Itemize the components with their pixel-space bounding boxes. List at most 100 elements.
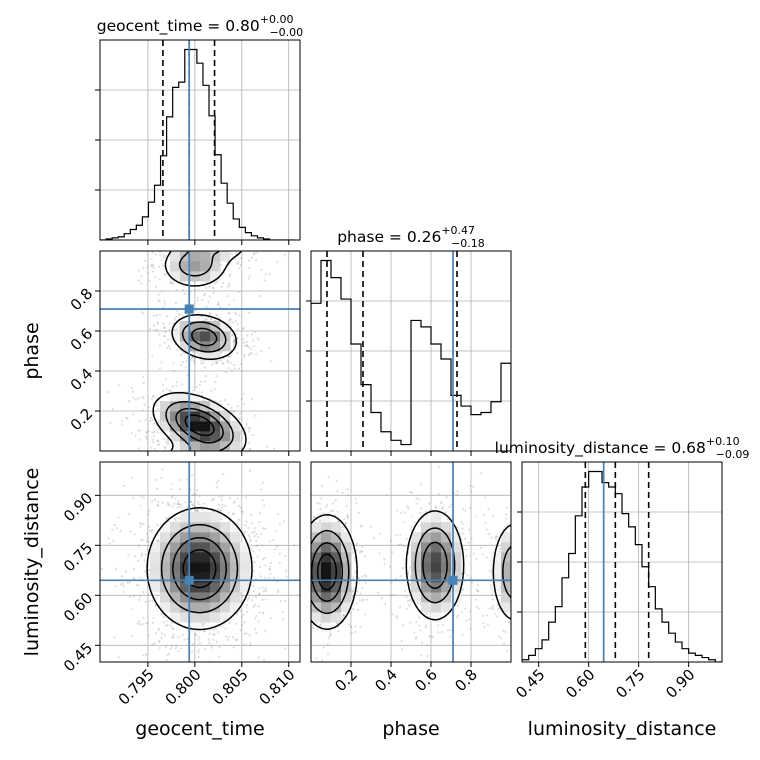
scatter-point (424, 626, 428, 629)
scatter-point (140, 522, 143, 525)
scatter-point (324, 506, 328, 509)
scatter-point (329, 510, 333, 513)
density-cell (170, 612, 181, 623)
scatter-point (460, 520, 463, 524)
scatter-point (171, 505, 174, 508)
scatter-point (491, 598, 494, 601)
scatter-point (296, 559, 298, 561)
scatter-point (513, 611, 515, 613)
scatter-point (184, 501, 187, 504)
scatter-point (220, 264, 223, 267)
scatter-point (526, 565, 528, 567)
scatter-point (209, 318, 212, 321)
scatter-point (512, 628, 514, 630)
scatter-point (130, 432, 133, 435)
scatter-point (154, 285, 158, 288)
density-cell (331, 552, 342, 563)
density-cell (190, 522, 201, 533)
scatter-point (349, 625, 352, 628)
scatter-point (254, 414, 257, 417)
scatter-point (308, 543, 310, 545)
scatter-point (141, 312, 145, 315)
scatter-point (307, 542, 309, 544)
scatter-point (309, 606, 311, 608)
scatter-point (235, 638, 238, 641)
scatter-point (232, 512, 235, 515)
scatter-point (147, 513, 150, 516)
scatter-point (361, 550, 364, 553)
scatter-point (158, 367, 161, 370)
scatter-point (196, 501, 199, 504)
contour-line (146, 507, 253, 631)
scatter-point (465, 619, 468, 622)
scatter-point (264, 273, 267, 276)
scatter-point (261, 598, 264, 601)
density-cell (210, 582, 221, 593)
scatter-point (201, 298, 204, 302)
scatter-point (255, 631, 258, 634)
scatter-point (364, 613, 367, 616)
scatter-point (266, 445, 269, 448)
scatter-point (512, 552, 514, 554)
scatter-point (210, 389, 213, 392)
scatter-point (296, 633, 298, 635)
scatter-point (264, 598, 267, 601)
scatter-point (295, 612, 297, 614)
scatter-point (529, 599, 531, 601)
density-cell (230, 522, 241, 533)
scatter-point (388, 565, 392, 568)
density-cell (210, 261, 221, 272)
scatter-point (250, 352, 253, 355)
scatter-point (129, 595, 132, 599)
scatter-point (140, 310, 143, 314)
scatter-point (263, 629, 267, 633)
scatter-point (146, 532, 149, 535)
scatter-point (342, 614, 345, 617)
scatter-point (149, 446, 152, 449)
scatter-point (164, 447, 167, 450)
density-cell (321, 522, 332, 533)
scatter-point (259, 575, 262, 578)
scatter-point (319, 508, 322, 511)
scatter-point (191, 504, 194, 507)
scatter-point (197, 503, 200, 506)
scatter-point (164, 273, 167, 276)
scatter-point (488, 607, 491, 610)
density-cell (190, 311, 201, 322)
scatter-point (172, 282, 175, 286)
scatter-point (525, 531, 527, 533)
scatter-point (165, 658, 168, 661)
scatter-point (248, 447, 251, 450)
scatter-point (434, 505, 437, 509)
scatter-point (304, 549, 306, 551)
density-cell (180, 321, 191, 332)
scatter-point (250, 538, 253, 541)
scatter-point (177, 649, 180, 653)
scatter-point (306, 607, 308, 609)
scatter-point (282, 520, 285, 523)
density-cell (421, 552, 432, 563)
scatter-point (227, 636, 231, 639)
scatter-point (278, 523, 281, 526)
scatter-point (236, 341, 239, 345)
density-cell (220, 321, 231, 332)
scatter-point (227, 403, 230, 406)
scatter-point (233, 339, 236, 342)
scatter-point (191, 650, 194, 653)
scatter-point (446, 518, 449, 521)
scatter-point (163, 437, 166, 440)
scatter-point (220, 518, 223, 521)
scatter-point (320, 484, 324, 488)
scatter-point (503, 642, 506, 645)
scatter-point (354, 570, 357, 573)
scatter-point (163, 445, 167, 449)
scatter-point (342, 615, 345, 618)
scatter-point (437, 465, 441, 469)
scatter-point (255, 544, 258, 548)
title-plus: +0.47 (441, 224, 475, 237)
scatter-point (247, 346, 251, 349)
x-axis-label-phase: phase (382, 718, 439, 740)
scatter-point (161, 383, 164, 386)
scatter-point (226, 285, 229, 288)
scatter-point (245, 520, 248, 523)
